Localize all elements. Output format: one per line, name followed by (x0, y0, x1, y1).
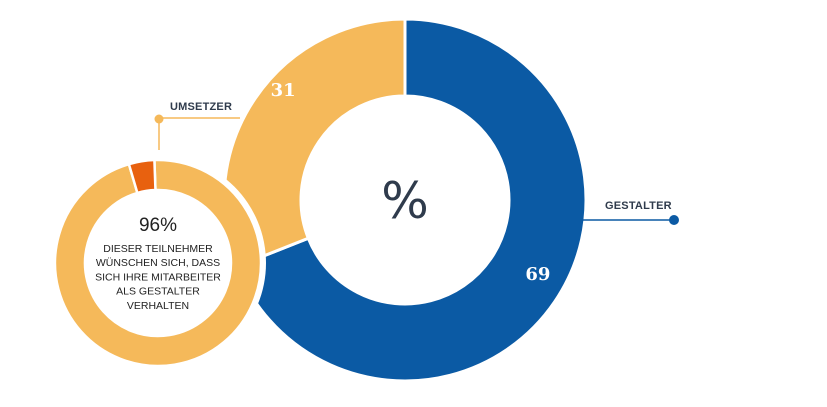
inset-description-line: VERHALTEN (127, 300, 189, 312)
center-percent-symbol: % (381, 172, 429, 230)
umsetzer-leader-line (158, 117, 240, 121)
main-donut-labels: 69 31 (271, 80, 551, 285)
inset-description-line: SICH IHRE MITARBEITER (95, 271, 221, 283)
inset-description-line: ALS GESTALTER (116, 286, 200, 298)
gestalter-leader-dot (669, 215, 679, 225)
inset-segment-minor (127, 158, 157, 195)
main-donut-segment-gestalter (234, 17, 588, 383)
inset-donut-segments (53, 158, 263, 368)
main-donut-value-umsetzer: 31 (271, 80, 296, 101)
legend-gestalter: GESTALTER (583, 200, 679, 225)
inset-description-line: WÜNSCHEN SICH, DASS (96, 257, 220, 269)
umsetzer-label: UMSETZER (170, 101, 232, 113)
main-donut-value-gestalter: 69 (525, 264, 550, 285)
inset-segment-major (53, 158, 263, 368)
inset-description-line: DIESER TEILNEHMER (103, 243, 213, 255)
gestalter-label: GESTALTER (605, 200, 672, 212)
inset-percentage: 96% (139, 215, 177, 236)
umsetzer-leader-dot (154, 114, 164, 124)
main-donut (222, 17, 588, 383)
main-donut-segment-umsetzer (222, 17, 407, 269)
inset-donut: 96% DIESER TEILNEHMER WÜNSCHEN SICH, DASS… (50, 155, 266, 371)
legend-umsetzer: UMSETZER (154, 101, 240, 150)
inset-description: DIESER TEILNEHMER WÜNSCHEN SICH, DASS SICH… (95, 243, 221, 312)
